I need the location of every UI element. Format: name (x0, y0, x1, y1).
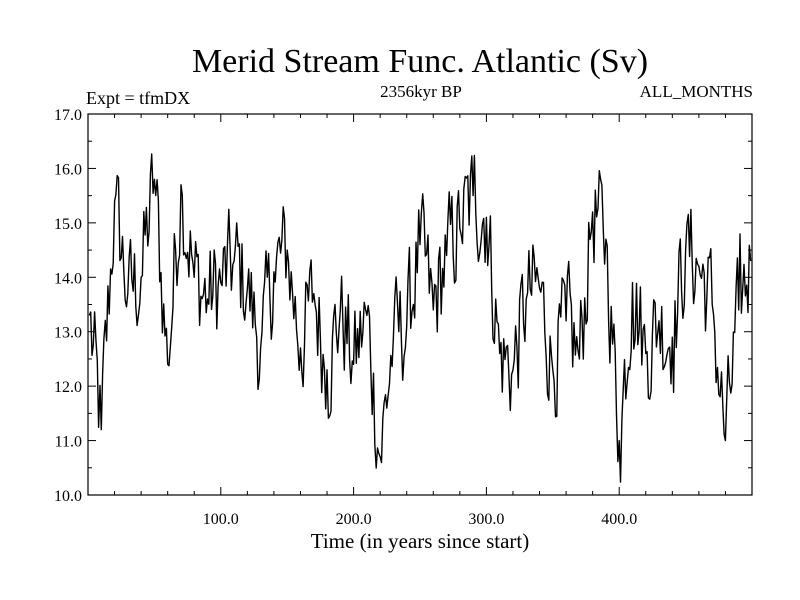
months-label: ALL_MONTHS (640, 82, 753, 101)
y-tick-label: 11.0 (55, 434, 82, 451)
plot-frame (87, 113, 753, 496)
period-label: 2356kyr BP (380, 82, 462, 101)
y-tick-label: 17.0 (54, 107, 82, 124)
y-tick-label: 15.0 (54, 216, 82, 233)
x-tick-label: 100.0 (203, 511, 239, 528)
y-tick-label: 16.0 (54, 161, 82, 178)
y-tick-label: 10.0 (54, 488, 82, 505)
x-tick-label: 400.0 (601, 511, 637, 528)
x-tick-label: 200.0 (336, 511, 372, 528)
x-axis-label: Time (in years since start) (311, 529, 530, 553)
chart-title: Merid Stream Func. Atlantic (Sv) (192, 43, 648, 80)
y-axis-ticks: 10.0 11.0 12.0 13.0 14.0 15.0 16.0 17.0 (54, 107, 752, 505)
y-tick-label: 13.0 (54, 325, 82, 342)
x-tick-label: 300.0 (468, 511, 504, 528)
experiment-label: Expt = tfmDX (86, 88, 190, 108)
y-tick-label: 14.0 (54, 270, 82, 287)
y-tick-label: 12.0 (54, 379, 82, 396)
series-line (88, 153, 752, 483)
x-axis-ticks: 100.0 200.0 300.0 400.0 (114, 114, 726, 528)
